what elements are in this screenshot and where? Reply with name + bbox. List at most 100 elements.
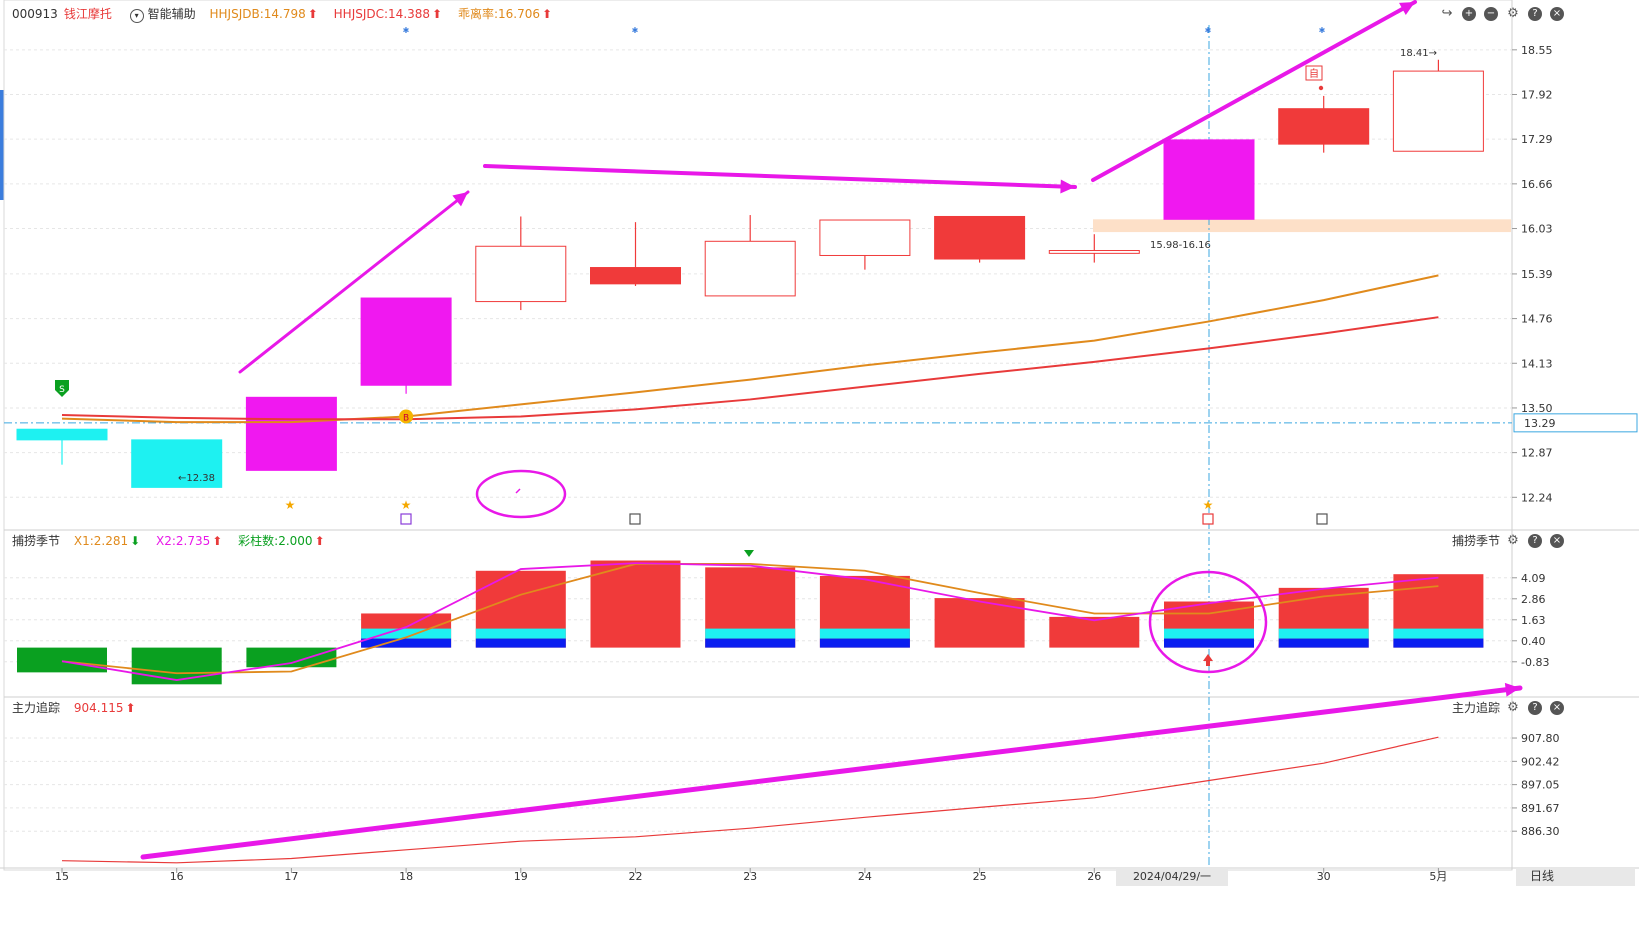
gear-icon[interactable]: ⚙ (1507, 533, 1519, 548)
y-tick-label: 17.29 (1521, 133, 1553, 146)
panel2-toolbar: ⚙ ? × (1506, 534, 1566, 550)
x-tick-label: 24 (858, 870, 872, 883)
main-header: 000913 钱江摩托 ▾ 智能辅助 HHJSJDB:14.798 ⬆ HHJSJDC… (12, 4, 564, 24)
panel3-toolbar: ⚙ ? × (1506, 701, 1566, 717)
candle-body (590, 267, 681, 285)
trend-arrow-flat-head (1060, 179, 1075, 194)
y-tick-label: 13.50 (1521, 402, 1553, 415)
indicator-band-blue (361, 638, 452, 648)
low-price-label: ←12.38 (178, 473, 215, 484)
small-mark (515, 488, 521, 494)
period-label: 日线 (1530, 869, 1554, 883)
indicator-band-blue (819, 638, 910, 648)
gear-icon[interactable]: ⚙ (1507, 700, 1519, 715)
close-icon[interactable]: × (1550, 7, 1564, 21)
s-marker-label: S (59, 385, 65, 395)
zoom-out-icon[interactable]: − (1484, 7, 1498, 21)
up-arrow-icon: ⬆ (432, 7, 443, 21)
indicator-band-cyan (1278, 628, 1369, 639)
zoom-in-icon[interactable]: + (1462, 7, 1476, 21)
candle-body (1278, 108, 1370, 145)
event-star-icon: ✱ (403, 26, 410, 35)
x-tick-label: 15 (55, 870, 69, 883)
b-marker-label: B (403, 413, 409, 423)
up-marker-icon (1203, 654, 1213, 666)
calendar-icon (1202, 513, 1214, 525)
trend-arrow-up-1-head (452, 192, 468, 207)
up-arrow-icon: ⬆ (307, 7, 318, 21)
period-button (1516, 868, 1635, 886)
y-tick-label: 2.86 (1521, 593, 1546, 606)
y-tick-label: 907.80 (1521, 732, 1560, 745)
candle-body (245, 396, 337, 471)
high-price-label: 18.41→ (1400, 48, 1437, 59)
candle-body (1163, 139, 1255, 220)
support-zone (1093, 219, 1511, 233)
indicator-band-blue (1278, 638, 1369, 648)
y-tick-label: 12.87 (1521, 447, 1553, 460)
trend-arrow-up-1 (238, 190, 470, 374)
self-marker-box (1305, 65, 1323, 81)
indicator-hhjsjdb-value: HHJSJDB:14.798 (209, 7, 306, 21)
y-tick-label: -0.83 (1521, 656, 1549, 669)
current-price-box (1513, 413, 1638, 433)
indicator-hhjsjdc: HHJSJDC:14.388 ⬆ (334, 7, 448, 21)
x-tick-label: 18 (399, 870, 413, 883)
candle-body (16, 428, 108, 441)
candle-body (704, 240, 796, 297)
stock-name[interactable]: 钱江摩托 (63, 7, 112, 21)
panel3-right-header: 主力追踪 (1452, 698, 1506, 718)
assist-label[interactable]: 智能辅助 (147, 7, 196, 21)
down-arrow-icon: ⬇ (130, 534, 141, 548)
candle-body (1392, 70, 1484, 152)
y-tick-label: 1.63 (1521, 614, 1546, 627)
trend-arrow-long-head (1504, 682, 1520, 697)
indicator-band-cyan (1393, 628, 1484, 639)
indicator-band-blue (1164, 638, 1254, 648)
trend-arrow-up-2-head (1399, 2, 1415, 16)
y-tick-label: 891.67 (1521, 802, 1560, 815)
x-tick-label: 2024/04/29/一 (1133, 870, 1211, 883)
star-icon: ★ (1203, 498, 1214, 512)
indicator-bar (1049, 616, 1140, 648)
indicator-bar (246, 647, 337, 668)
zone-label: 15.98-16.16 (1150, 240, 1211, 251)
left-scroll-handle[interactable] (0, 90, 4, 200)
y-tick-label: 0.40 (1521, 635, 1546, 648)
y-tick-label: 12.24 (1521, 491, 1553, 504)
panel2-x1-value: X1:2.281 (73, 534, 129, 548)
indicator-band-cyan (475, 628, 566, 639)
panel2-x2: X2:2.735 ⬆ (156, 534, 228, 548)
panel3-header: 主力追踪 904.115 ⬆ (12, 698, 148, 718)
trend-arrow-flat (483, 164, 1077, 189)
assist-dropdown-icon[interactable]: ▾ (129, 9, 144, 23)
stock-code: 000913 (12, 7, 58, 21)
x-tick-label: 30 (1317, 870, 1331, 883)
star-icon: ★ (285, 498, 296, 512)
close-icon[interactable]: × (1550, 701, 1564, 715)
help-icon[interactable]: ? (1528, 7, 1542, 21)
x-tick-label: 17 (284, 870, 298, 883)
gear-icon[interactable]: ⚙ (1507, 6, 1519, 21)
x-tick-label: 25 (973, 870, 987, 883)
indicator-bar (17, 647, 107, 673)
indicator-bias: 乖离率:16.706 ⬆ (458, 7, 558, 21)
x-tick-label: 16 (170, 870, 184, 883)
panel2-header: 捕捞季节 X1:2.281 ⬇ X2:2.735 ⬆ 彩柱数:2.000 ⬆ (12, 531, 337, 551)
x-tick-label: 19 (514, 870, 528, 883)
indicator-bar (590, 560, 681, 648)
close-icon[interactable]: × (1550, 534, 1564, 548)
up-arrow-icon: ⬆ (541, 7, 553, 21)
indicator-band-cyan (705, 628, 796, 639)
date-highlight (1116, 868, 1228, 886)
help-icon[interactable]: ? (1528, 701, 1542, 715)
x-tick-label: 22 (629, 870, 643, 883)
x-tick-label: 26 (1087, 870, 1101, 883)
ma-line-hhjsjdc (61, 316, 1439, 421)
share-icon[interactable]: ↪ (1441, 6, 1453, 21)
help-icon[interactable]: ? (1528, 534, 1542, 548)
indicator-band-cyan (819, 628, 910, 639)
panel3-right-name: 主力追踪 (1452, 701, 1501, 715)
panel2-x2-value: X2:2.735 (156, 534, 211, 548)
